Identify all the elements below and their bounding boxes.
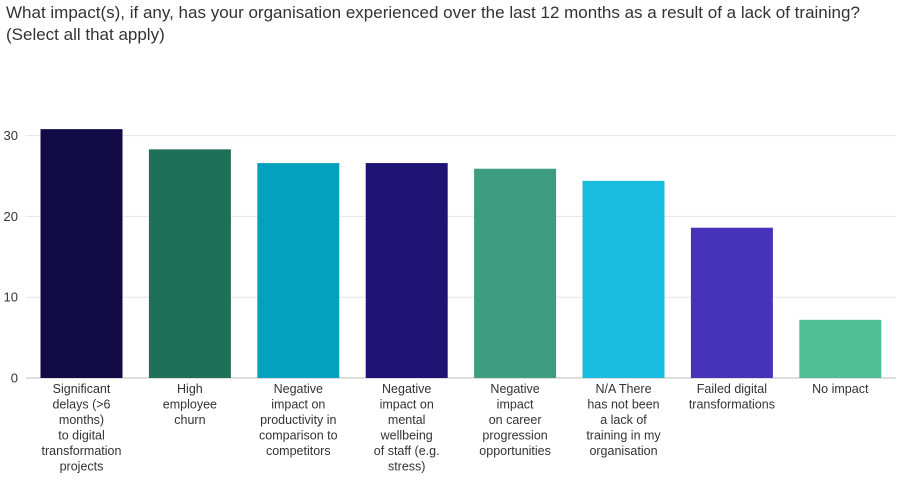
bar	[690, 227, 773, 378]
x-category-label-line: of staff (e.g.	[374, 444, 440, 458]
x-category-label: Failed digital transformations	[689, 382, 775, 412]
chart-title-line-1: What impact(s), if any, has your organis…	[6, 3, 860, 22]
chart-title: What impact(s), if any, has your organis…	[6, 2, 886, 46]
bar	[365, 163, 448, 378]
x-category-label-line: Significant	[53, 382, 111, 396]
x-category-label-line: Negative	[274, 382, 323, 396]
x-category-label-line: projects	[60, 460, 104, 474]
x-category-label-line: High	[177, 382, 203, 396]
x-category-label-line: on career	[489, 413, 542, 427]
bar	[148, 149, 231, 378]
x-category-label-line: employee	[163, 398, 217, 412]
x-category-label-line: transformations	[689, 398, 775, 412]
x-category-label: Negative impact on career progression opport…	[479, 382, 551, 458]
x-category-label-line: impact on	[271, 398, 325, 412]
x-category-label-line: Failed digital	[697, 382, 767, 396]
x-category-label-line: competitors	[266, 444, 331, 458]
x-category-label-line: productivity in	[260, 413, 336, 427]
x-category-label-line: organisation	[589, 444, 657, 458]
x-category-label-line: impact	[497, 398, 534, 412]
x-category-label-line: N/A There	[595, 382, 651, 396]
x-category-label-line: training in my	[586, 429, 661, 443]
x-category-label: No impact	[812, 382, 869, 396]
x-category-label-line: churn	[174, 413, 205, 427]
bars	[40, 129, 882, 378]
x-category-label: Negative impact on mental wellbeing of staff…	[374, 382, 440, 474]
x-category-label: High employee churn	[163, 382, 217, 427]
bar	[474, 168, 557, 378]
x-category-label-line: No impact	[812, 382, 869, 396]
bar	[40, 129, 123, 378]
x-category-label-line: wellbeing	[380, 429, 433, 443]
x-category-label-line: stress)	[388, 460, 426, 474]
x-category-label-line: mental	[388, 413, 426, 427]
x-category-label-line: delays (>6	[52, 398, 110, 412]
x-category-label-line: months)	[59, 413, 104, 427]
y-axis-tick-labels: 0 10 20 30	[4, 128, 18, 385]
y-tick-label: 20	[4, 209, 18, 224]
x-category-label-line: a lack of	[600, 413, 647, 427]
x-category-label-line: has not been	[587, 398, 659, 412]
bar	[799, 319, 882, 378]
x-axis-category-labels: Significant delays (>6 months) to digital tr…	[42, 382, 869, 474]
x-category-label-line: transformation	[42, 444, 122, 458]
chart-title-line-2: (Select all that apply)	[6, 25, 165, 44]
y-tick-label: 10	[4, 290, 18, 305]
x-category-label: N/A There has not been a lack of training i…	[586, 382, 661, 458]
x-category-label-line: opportunities	[479, 444, 551, 458]
x-category-label-line: comparison to	[259, 429, 338, 443]
x-category-label-line: Negative	[382, 382, 431, 396]
x-category-label-line: progression	[482, 429, 547, 443]
y-tick-label: 0	[11, 371, 18, 386]
y-tick-label: 30	[4, 128, 18, 143]
x-category-label: Significant delays (>6 months) to digital tr…	[42, 382, 122, 474]
x-category-label-line: Negative	[490, 382, 539, 396]
x-category-label-line: to digital	[58, 429, 105, 443]
x-category-label: Negative impact on productivity in comparis…	[259, 382, 338, 458]
x-category-label-line: impact on	[380, 398, 434, 412]
bar	[582, 180, 665, 378]
bar	[257, 163, 340, 378]
